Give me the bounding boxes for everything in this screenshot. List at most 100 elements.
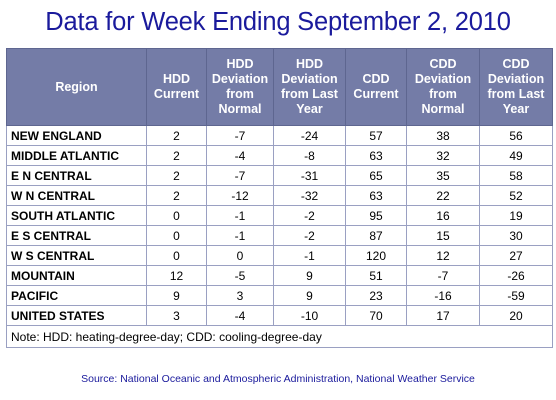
value-cell: 12 bbox=[406, 245, 480, 266]
value-cell: 9 bbox=[273, 285, 346, 306]
region-name-cell: W N CENTRAL bbox=[6, 185, 147, 206]
value-cell: 2 bbox=[146, 125, 207, 146]
value-cell: -7 bbox=[206, 125, 274, 146]
column-header-region: Region bbox=[6, 48, 147, 126]
column-header-line: HDD bbox=[162, 72, 191, 86]
column-header: CDD Deviation from Last Year bbox=[479, 48, 553, 126]
table-row: MOUNTAIN 12 -5 9 51 -7 -26 bbox=[6, 265, 553, 286]
column-header-line: Current bbox=[353, 87, 399, 101]
column-header-line: Current bbox=[153, 87, 200, 101]
region-name-cell: MIDDLE ATLANTIC bbox=[6, 145, 147, 166]
value-cell: -16 bbox=[406, 285, 480, 306]
value-cell: 3 bbox=[206, 285, 274, 306]
value-cell: 17 bbox=[406, 305, 480, 326]
value-cell: 51 bbox=[345, 265, 407, 286]
region-name-cell: NEW ENGLAND bbox=[6, 125, 147, 146]
column-header-line: HDD bbox=[226, 57, 254, 71]
column-header-line: Normal bbox=[421, 102, 465, 116]
table-note: Note: HDD: heating-degree-day; CDD: cool… bbox=[6, 325, 553, 348]
column-header-line: CDD bbox=[502, 57, 530, 71]
column-header: CDD Current bbox=[345, 48, 407, 126]
value-cell: -7 bbox=[406, 265, 480, 286]
region-name-cell: E S CENTRAL bbox=[6, 225, 147, 246]
region-name-cell: PACIFIC bbox=[6, 285, 147, 306]
value-cell: -5 bbox=[206, 265, 274, 286]
value-cell: -2 bbox=[273, 225, 346, 246]
value-cell: -1 bbox=[206, 205, 274, 226]
value-cell: 35 bbox=[406, 165, 480, 186]
value-cell: 58 bbox=[479, 165, 553, 186]
table-row: E S CENTRAL 0 -1 -2 87 15 30 bbox=[6, 225, 553, 246]
table-row: PACIFIC 9 3 9 23 -16 -59 bbox=[6, 285, 553, 306]
value-cell: 15 bbox=[406, 225, 480, 246]
value-cell: 30 bbox=[479, 225, 553, 246]
value-cell: 19 bbox=[479, 205, 553, 226]
column-header-line: from bbox=[429, 87, 457, 101]
value-cell: -8 bbox=[273, 145, 346, 166]
value-cell: -4 bbox=[206, 145, 274, 166]
column-header-line: Year bbox=[296, 102, 323, 116]
column-header-line: Deviation bbox=[487, 72, 545, 86]
column-header-line: Normal bbox=[218, 102, 262, 116]
column-header-line: CDD bbox=[429, 57, 457, 71]
column-header: HDD Deviation from Last Year bbox=[273, 48, 346, 126]
value-cell: -24 bbox=[273, 125, 346, 146]
value-cell: 70 bbox=[345, 305, 407, 326]
table-note-row: Note: HDD: heating-degree-day; CDD: cool… bbox=[6, 325, 553, 348]
column-header-line: Year bbox=[502, 102, 530, 116]
column-header-line: HDD bbox=[295, 57, 324, 71]
data-table-container: Region HDD Current HDD Deviation from Normal HD… bbox=[6, 48, 553, 348]
value-cell: 32 bbox=[406, 145, 480, 166]
value-cell: 0 bbox=[146, 205, 207, 226]
column-header-line: from Last bbox=[487, 87, 545, 101]
column-header: HDD Deviation from Normal bbox=[206, 48, 274, 126]
value-cell: 52 bbox=[479, 185, 553, 206]
value-cell: -31 bbox=[273, 165, 346, 186]
value-cell: 27 bbox=[479, 245, 553, 266]
region-name-cell: SOUTH ATLANTIC bbox=[6, 205, 147, 226]
value-cell: 9 bbox=[146, 285, 207, 306]
column-header-line: Deviation bbox=[281, 72, 338, 86]
value-cell: 87 bbox=[345, 225, 407, 246]
table-header-row: Region HDD Current HDD Deviation from Normal HD… bbox=[6, 48, 553, 126]
value-cell: -7 bbox=[206, 165, 274, 186]
value-cell: 3 bbox=[146, 305, 207, 326]
value-cell: -59 bbox=[479, 285, 553, 306]
value-cell: -2 bbox=[273, 205, 346, 226]
value-cell: 2 bbox=[146, 165, 207, 186]
value-cell: 63 bbox=[345, 185, 407, 206]
value-cell: -1 bbox=[273, 245, 346, 266]
value-cell: 95 bbox=[345, 205, 407, 226]
table-row: W N CENTRAL 2 -12 -32 63 22 52 bbox=[6, 185, 553, 206]
value-cell: 2 bbox=[146, 145, 207, 166]
value-cell: 0 bbox=[146, 245, 207, 266]
column-header-line: from bbox=[226, 87, 254, 101]
column-header-line: CDD bbox=[362, 72, 390, 86]
region-name-cell: W S CENTRAL bbox=[6, 245, 147, 266]
value-cell: 120 bbox=[345, 245, 407, 266]
value-cell: 63 bbox=[345, 145, 407, 166]
value-cell: 65 bbox=[345, 165, 407, 186]
column-header-line: from Last bbox=[281, 87, 338, 101]
table-row: W S CENTRAL 0 0 -1 120 12 27 bbox=[6, 245, 553, 266]
page-title: Data for Week Ending September 2, 2010 bbox=[45, 8, 511, 36]
table-row: SOUTH ATLANTIC 0 -1 -2 95 16 19 bbox=[6, 205, 553, 226]
value-cell: 38 bbox=[406, 125, 480, 146]
value-cell: -4 bbox=[206, 305, 274, 326]
value-cell: 12 bbox=[146, 265, 207, 286]
table-row: MIDDLE ATLANTIC 2 -4 -8 63 32 49 bbox=[6, 145, 553, 166]
value-cell: -10 bbox=[273, 305, 346, 326]
value-cell: 49 bbox=[479, 145, 553, 166]
table-row: UNITED STATES 3 -4 -10 70 17 20 bbox=[6, 305, 553, 326]
value-cell: 2 bbox=[146, 185, 207, 206]
value-cell: 20 bbox=[479, 305, 553, 326]
degree-day-table: Region HDD Current HDD Deviation from Normal HD… bbox=[6, 48, 553, 348]
column-header-line: Deviation bbox=[211, 72, 269, 86]
value-cell: 22 bbox=[406, 185, 480, 206]
column-header-line: Deviation bbox=[414, 72, 472, 86]
value-cell: 0 bbox=[206, 245, 274, 266]
column-header: HDD Current bbox=[146, 48, 207, 126]
table-row: E N CENTRAL 2 -7 -31 65 35 58 bbox=[6, 165, 553, 186]
region-name-cell: UNITED STATES bbox=[6, 305, 147, 326]
value-cell: -32 bbox=[273, 185, 346, 206]
